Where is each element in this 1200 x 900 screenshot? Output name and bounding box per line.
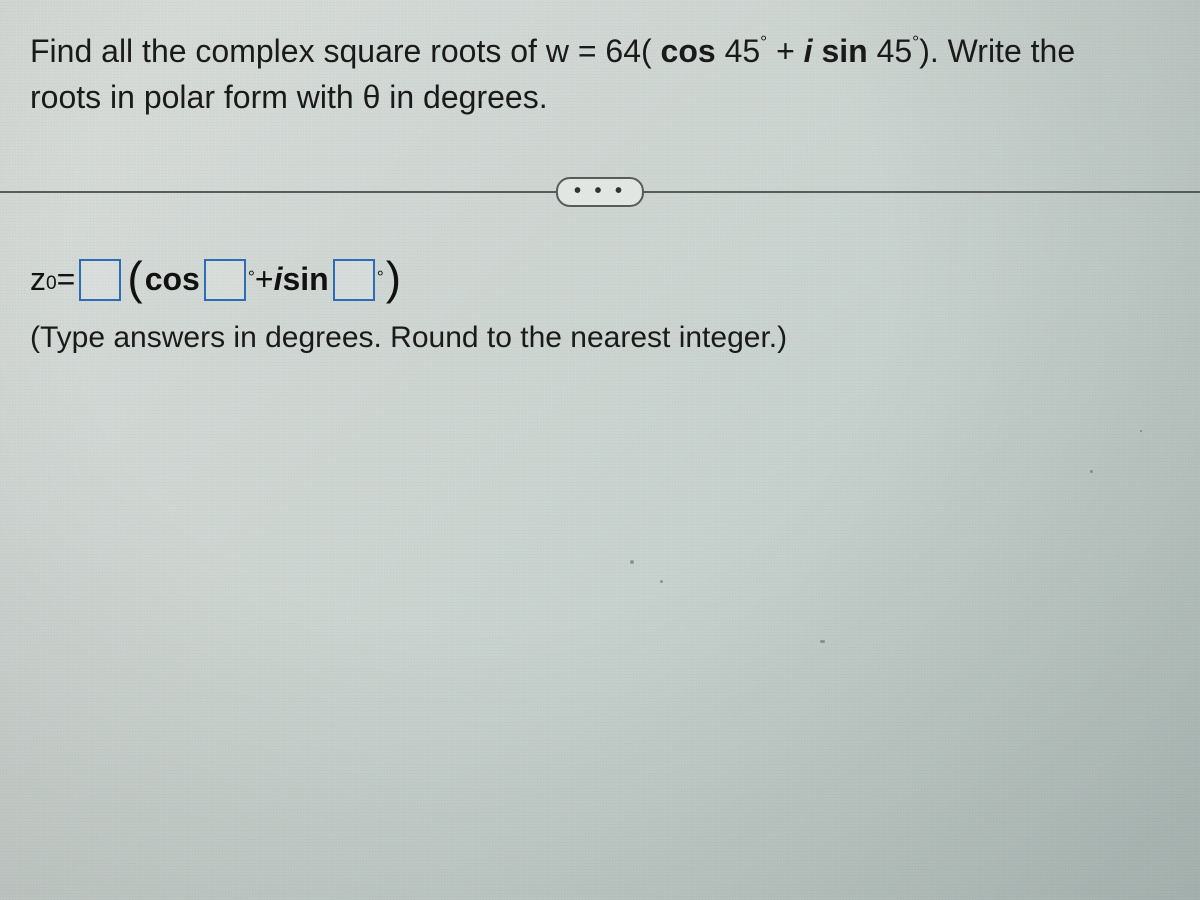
question-text: Find all the complex square roots of w =…	[30, 28, 1170, 121]
z-subscript: 0	[46, 273, 57, 295]
angle-value: 45	[725, 33, 761, 69]
sin-label: sin	[282, 261, 328, 298]
open-paren: (	[125, 251, 144, 305]
more-options-button[interactable]: • • •	[556, 177, 644, 207]
answer-hint: (Type answers in degrees. Round to the n…	[30, 321, 1170, 355]
degree-symbol: °	[912, 32, 919, 52]
modulus-input[interactable]	[79, 259, 121, 301]
answer-expression: z0 = ( cos ° + i sin ° )	[30, 253, 1170, 307]
cos-label: cos	[661, 33, 716, 69]
angle-value: 45	[877, 33, 913, 69]
cos-label: cos	[145, 261, 200, 298]
question-part: Find all the complex square roots of w =…	[30, 33, 661, 69]
question-line2: roots in polar form with θ in degrees.	[30, 79, 548, 115]
z-label: z	[30, 261, 46, 298]
plus-sign: +	[255, 261, 274, 298]
degree-symbol: °	[760, 32, 767, 52]
i-symbol: i	[804, 33, 813, 69]
sin-label: sin	[813, 33, 868, 69]
question-part: ). Write the	[919, 33, 1075, 69]
degree-symbol: °	[377, 267, 384, 288]
plus-text: +	[767, 33, 803, 69]
close-paren: )	[384, 251, 403, 305]
equals-sign: =	[57, 261, 76, 298]
degree-symbol: °	[248, 267, 255, 288]
i-symbol: i	[274, 261, 283, 298]
section-divider: • • •	[0, 191, 1200, 193]
sin-angle-input[interactable]	[333, 259, 375, 301]
problem-container: Find all the complex square roots of w =…	[0, 0, 1200, 900]
cos-angle-input[interactable]	[204, 259, 246, 301]
